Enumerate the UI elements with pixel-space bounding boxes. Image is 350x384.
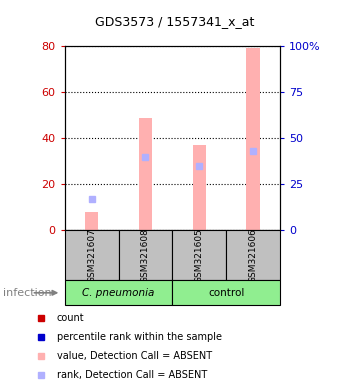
Bar [172, 230, 226, 280]
Text: count: count [57, 313, 85, 323]
Bar [193, 145, 206, 230]
Text: GSM321608: GSM321608 [141, 228, 150, 283]
Text: GSM321607: GSM321607 [87, 228, 96, 283]
Bar [172, 280, 280, 305]
Bar [139, 118, 152, 230]
Bar [85, 212, 98, 230]
Bar [246, 48, 260, 230]
Bar [65, 280, 172, 305]
Text: percentile rank within the sample: percentile rank within the sample [57, 332, 222, 342]
Text: control: control [208, 288, 244, 298]
Bar [226, 230, 280, 280]
Text: value, Detection Call = ABSENT: value, Detection Call = ABSENT [57, 351, 212, 361]
Text: GSM321606: GSM321606 [248, 228, 258, 283]
Text: GSM321605: GSM321605 [195, 228, 204, 283]
Bar [119, 230, 172, 280]
Text: C. pneumonia: C. pneumonia [82, 288, 155, 298]
Text: rank, Detection Call = ABSENT: rank, Detection Call = ABSENT [57, 370, 207, 380]
Bar [65, 230, 119, 280]
Text: infection: infection [4, 288, 52, 298]
Text: GDS3573 / 1557341_x_at: GDS3573 / 1557341_x_at [95, 15, 255, 28]
